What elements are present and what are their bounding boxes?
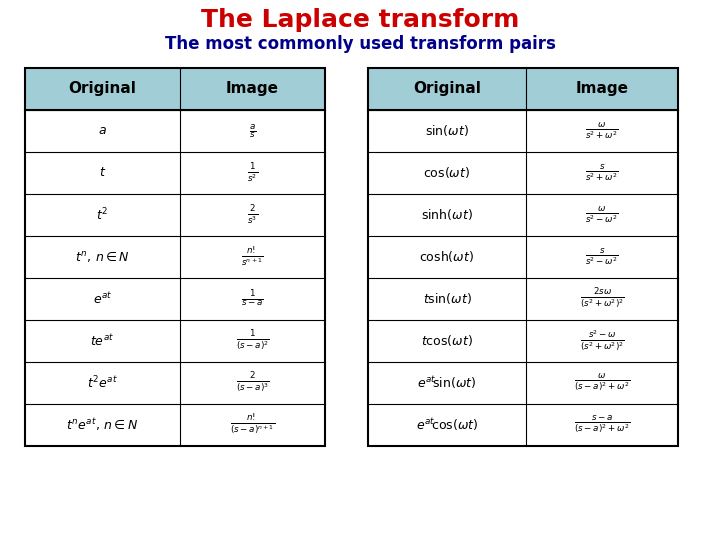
Bar xyxy=(25,68,325,110)
Text: The Laplace transform: The Laplace transform xyxy=(201,8,519,32)
Bar xyxy=(25,194,325,236)
Bar xyxy=(368,194,678,236)
Text: $\sin(\omega t)$: $\sin(\omega t)$ xyxy=(425,124,469,138)
Text: $\frac{1}{s-a}$: $\frac{1}{s-a}$ xyxy=(241,289,264,309)
Text: $te^{at}$: $te^{at}$ xyxy=(91,333,114,349)
Text: Original: Original xyxy=(68,82,136,97)
Text: $\frac{n!}{s^{n+1}}$: $\frac{n!}{s^{n+1}}$ xyxy=(241,245,264,269)
Text: $\frac{s}{s^2+\omega^2}$: $\frac{s}{s^2+\omega^2}$ xyxy=(585,163,619,184)
Text: $\frac{s^2-\omega}{(s^2+\omega^2)^2}$: $\frac{s^2-\omega}{(s^2+\omega^2)^2}$ xyxy=(580,328,624,354)
Text: $\frac{\omega}{s^2+\omega^2}$: $\frac{\omega}{s^2+\omega^2}$ xyxy=(585,120,619,141)
Text: $\cosh(\omega t)$: $\cosh(\omega t)$ xyxy=(420,249,474,265)
Text: $\frac{\omega}{(s-a)^2+\omega^2}$: $\frac{\omega}{(s-a)^2+\omega^2}$ xyxy=(574,372,630,394)
Bar xyxy=(368,236,678,278)
Text: $\frac{a}{s}$: $\frac{a}{s}$ xyxy=(249,122,256,140)
Bar xyxy=(25,68,325,446)
Text: $e^{at}\!\cos(\omega t)$: $e^{at}\!\cos(\omega t)$ xyxy=(415,417,478,433)
Text: $t\cos(\omega t)$: $t\cos(\omega t)$ xyxy=(421,334,473,348)
Text: $e^{at}\!\sin(\omega t)$: $e^{at}\!\sin(\omega t)$ xyxy=(418,375,477,392)
Bar xyxy=(368,278,678,320)
Bar xyxy=(25,320,325,362)
Bar xyxy=(25,278,325,320)
Bar xyxy=(368,320,678,362)
Text: $\sinh(\omega t)$: $\sinh(\omega t)$ xyxy=(421,207,473,222)
Bar xyxy=(25,362,325,404)
Text: Original: Original xyxy=(413,82,481,97)
Bar xyxy=(25,236,325,278)
Text: $t^n,\, n \in N$: $t^n,\, n \in N$ xyxy=(75,249,130,265)
Bar xyxy=(368,68,678,110)
Text: $\frac{s}{s^2-\omega^2}$: $\frac{s}{s^2-\omega^2}$ xyxy=(585,247,619,267)
Text: $\frac{\omega}{s^2-\omega^2}$: $\frac{\omega}{s^2-\omega^2}$ xyxy=(585,205,619,225)
Bar xyxy=(25,110,325,152)
Bar xyxy=(25,152,325,194)
Text: $\mathit{t}$: $\mathit{t}$ xyxy=(99,166,106,179)
Text: $e^{at}$: $e^{at}$ xyxy=(93,291,112,307)
Text: $\frac{1}{(s-a)^2}$: $\frac{1}{(s-a)^2}$ xyxy=(235,329,269,353)
Text: $\frac{2s\omega}{(s^2+\omega^2)^2}$: $\frac{2s\omega}{(s^2+\omega^2)^2}$ xyxy=(580,287,624,312)
Text: $\mathit{a}$: $\mathit{a}$ xyxy=(98,125,107,138)
Bar xyxy=(368,68,678,446)
Bar xyxy=(368,362,678,404)
Text: $t\sin(\omega t)$: $t\sin(\omega t)$ xyxy=(423,292,472,307)
Text: Image: Image xyxy=(575,82,629,97)
Text: $\frac{2}{(s-a)^3}$: $\frac{2}{(s-a)^3}$ xyxy=(235,370,269,395)
Bar xyxy=(368,110,678,152)
Bar xyxy=(368,404,678,446)
Bar xyxy=(368,152,678,194)
Text: The most commonly used transform pairs: The most commonly used transform pairs xyxy=(165,35,555,53)
Text: $t^n e^{at},\, n \in N$: $t^n e^{at},\, n \in N$ xyxy=(66,417,138,433)
Text: $t^2 e^{at}$: $t^2 e^{at}$ xyxy=(87,375,118,392)
Text: $t^2$: $t^2$ xyxy=(96,207,109,224)
Bar xyxy=(25,404,325,446)
Text: $\frac{n!}{(s-a)^{n+1}}$: $\frac{n!}{(s-a)^{n+1}}$ xyxy=(230,413,275,437)
Text: $\cos(\omega t)$: $\cos(\omega t)$ xyxy=(423,165,471,180)
Text: $\frac{s-a}{(s-a)^2+\omega^2}$: $\frac{s-a}{(s-a)^2+\omega^2}$ xyxy=(574,414,630,436)
Text: Image: Image xyxy=(226,82,279,97)
Text: $\frac{1}{s^2}$: $\frac{1}{s^2}$ xyxy=(247,161,258,185)
Text: $\frac{2}{s^3}$: $\frac{2}{s^3}$ xyxy=(247,203,258,227)
